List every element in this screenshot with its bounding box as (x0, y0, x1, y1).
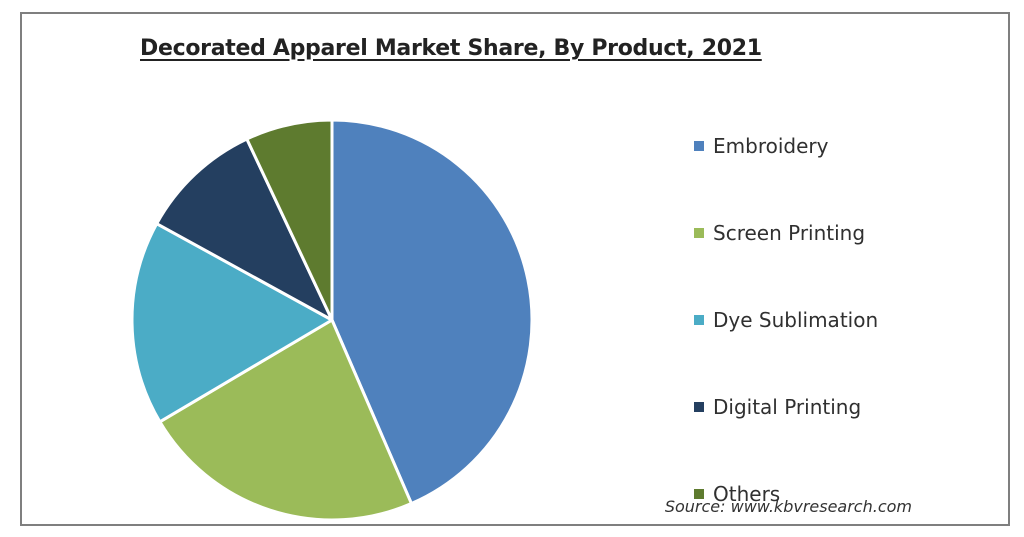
source-note: Source: www.kbvresearch.com (664, 497, 912, 516)
pie-chart (130, 118, 534, 522)
chart-title: Decorated Apparel Market Share, By Produ… (140, 36, 762, 61)
legend-item: Screen Printing (694, 189, 1004, 276)
chart-frame: Decorated Apparel Market Share, By Produ… (20, 12, 1010, 526)
pie-slice-embroidery (330, 118, 534, 506)
legend-item: Others (694, 450, 1004, 537)
legend-item: Digital Printing (694, 363, 1004, 450)
pie-slice-dye-sublimation (130, 222, 334, 424)
pie-slice-digital-printing (155, 137, 334, 322)
legend-item: Dye Sublimation (694, 276, 1004, 363)
legend-item: Embroidery (694, 102, 1004, 189)
legend: Embroidery Screen Printing Dye Sublimation… (694, 102, 1004, 537)
legend-label: Digital Printing (713, 394, 862, 419)
legend-label: Screen Printing (713, 220, 866, 245)
legend-label: Embroidery (713, 133, 829, 158)
legend-swatch (694, 227, 704, 238)
legend-swatch (694, 314, 704, 325)
pie-slice-others (245, 118, 334, 322)
legend-label: Others (713, 481, 781, 506)
legend-label: Dye Sublimation (713, 307, 879, 332)
legend-swatch (694, 401, 704, 412)
legend-swatch (694, 488, 704, 499)
legend-swatch (694, 140, 704, 151)
pie-slice-screen-printing (158, 318, 413, 522)
